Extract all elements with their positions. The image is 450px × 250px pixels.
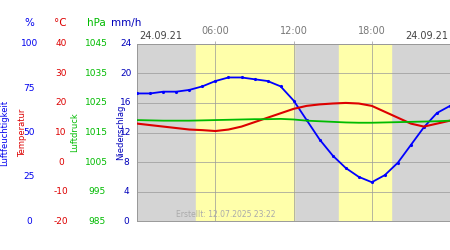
Text: 24.09.21: 24.09.21 bbox=[405, 31, 449, 41]
Bar bbox=[339, 44, 392, 221]
Text: 25: 25 bbox=[23, 172, 35, 182]
Text: 40: 40 bbox=[55, 39, 67, 48]
Text: 20: 20 bbox=[120, 69, 132, 78]
Text: 50: 50 bbox=[23, 128, 35, 137]
Bar bbox=[196, 44, 293, 221]
Text: 1045: 1045 bbox=[86, 39, 108, 48]
Text: hPa: hPa bbox=[87, 18, 106, 28]
Text: 75: 75 bbox=[23, 84, 35, 92]
Text: 4: 4 bbox=[123, 187, 129, 196]
Text: -20: -20 bbox=[54, 217, 68, 226]
Text: Luftdruck: Luftdruck bbox=[70, 112, 79, 152]
Text: °C: °C bbox=[54, 18, 67, 28]
Text: 985: 985 bbox=[88, 217, 105, 226]
Text: 100: 100 bbox=[21, 39, 38, 48]
Text: 10: 10 bbox=[55, 128, 67, 137]
Text: %: % bbox=[24, 18, 34, 28]
Text: 0: 0 bbox=[58, 158, 63, 166]
Text: 0: 0 bbox=[123, 217, 129, 226]
Text: Temperatur: Temperatur bbox=[18, 108, 27, 157]
Text: 12: 12 bbox=[120, 128, 132, 137]
Text: 24.09.21: 24.09.21 bbox=[139, 31, 182, 41]
Text: 30: 30 bbox=[55, 69, 67, 78]
Text: 1025: 1025 bbox=[86, 98, 108, 108]
Text: 1035: 1035 bbox=[85, 69, 108, 78]
Text: 16: 16 bbox=[120, 98, 132, 108]
Text: 1015: 1015 bbox=[85, 128, 108, 137]
Text: 8: 8 bbox=[123, 158, 129, 166]
Text: Niederschlag: Niederschlag bbox=[116, 105, 125, 160]
Text: 995: 995 bbox=[88, 187, 105, 196]
Text: 0: 0 bbox=[27, 217, 32, 226]
Text: -10: -10 bbox=[54, 187, 68, 196]
Text: 20: 20 bbox=[55, 98, 67, 108]
Text: mm/h: mm/h bbox=[111, 18, 141, 28]
Text: 1005: 1005 bbox=[85, 158, 108, 166]
Text: Luftfeuchtigkeit: Luftfeuchtigkeit bbox=[0, 100, 9, 166]
Text: Erstellt: 12.07.2025 23:22: Erstellt: 12.07.2025 23:22 bbox=[176, 210, 276, 218]
Text: 24: 24 bbox=[121, 39, 131, 48]
